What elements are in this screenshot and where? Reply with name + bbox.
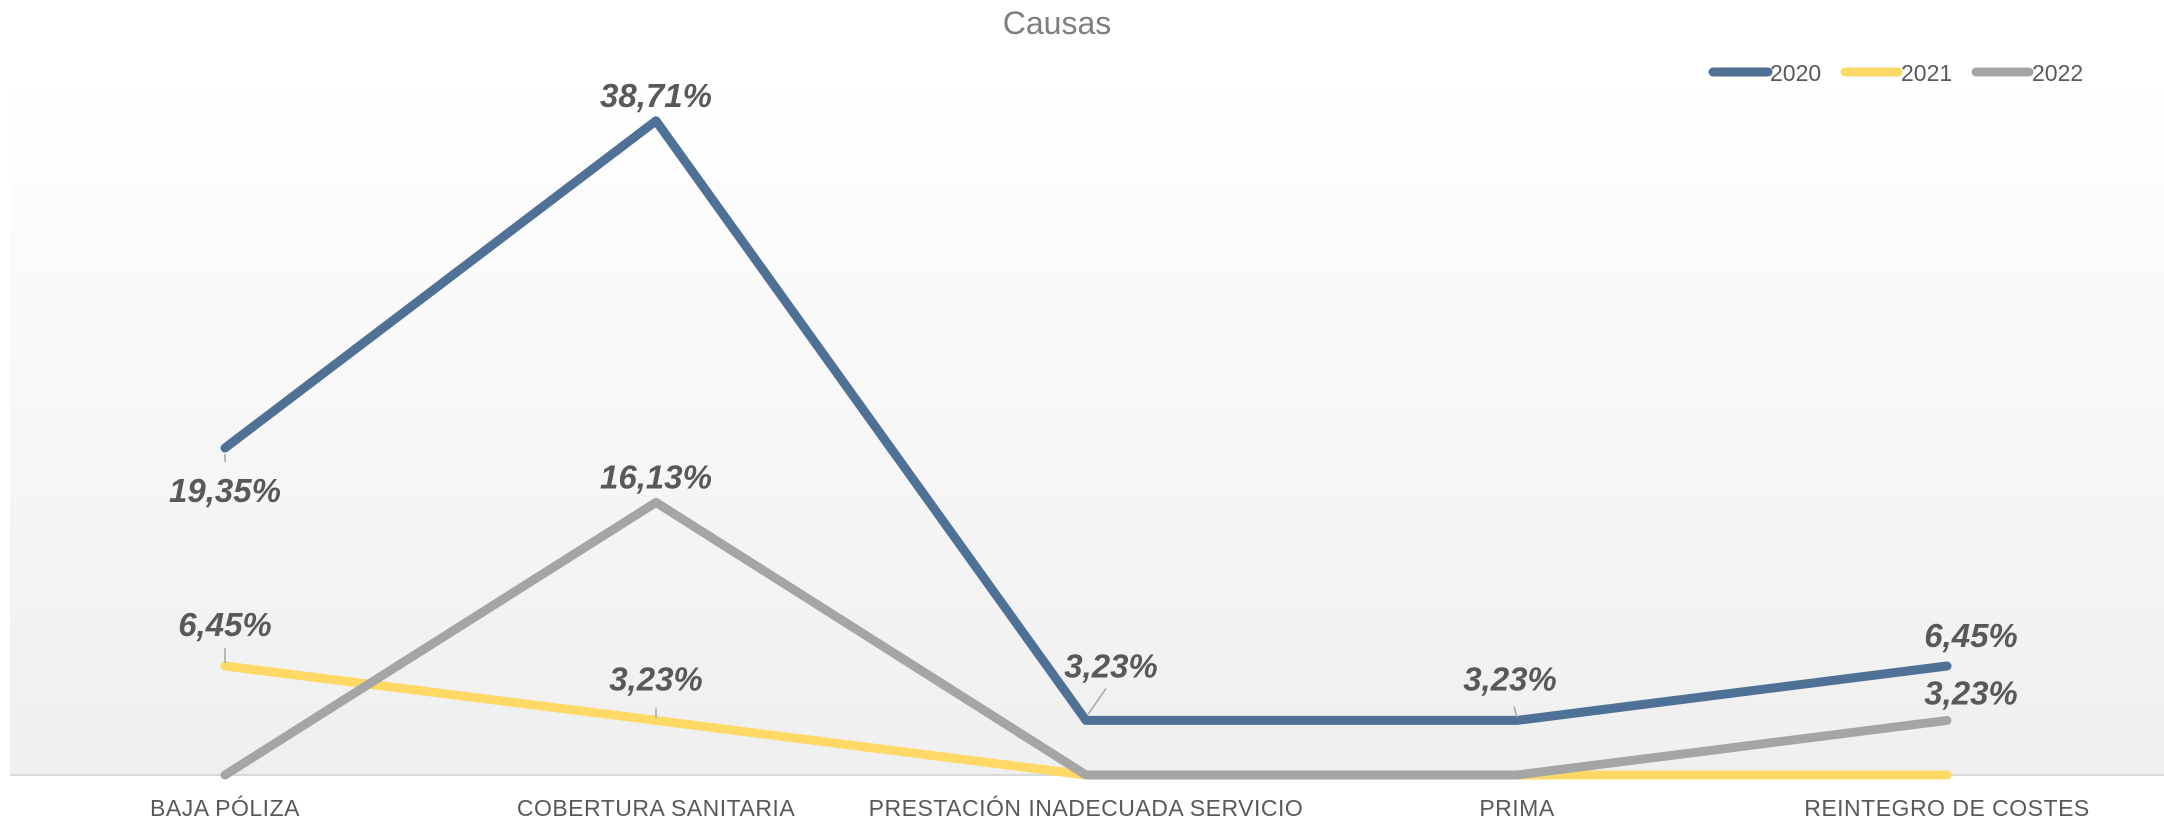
leader-layer: [224, 453, 1518, 719]
data-label-2020-baja-poliza: 19,35%: [169, 472, 281, 509]
legend-item-2020: 2020: [1708, 60, 1821, 86]
category-label-cobertura-sanitaria: COBERTURA SANITARIA: [517, 795, 795, 821]
leader-line-2020-prestacion-inadecuada-servicio: [1087, 687, 1107, 715]
chart-title: Causas: [1003, 5, 1112, 41]
legend-label-2020: 2020: [1770, 60, 1821, 86]
legend-item-2021: 2021: [1840, 60, 1952, 86]
label-layer: 19,35% 38,71% 3,23% 3,23% 6,45% 6,45% 3,23% 16,…: [169, 77, 2018, 712]
legend-item-2022: 2022: [1971, 60, 2083, 86]
category-label-prestacion-inadecuada-servicio: PRESTACIÓN INADECUADA SERVICIO: [869, 795, 1304, 821]
category-label-baja-poliza: BAJA PÓLIZA: [150, 795, 300, 821]
legend-label-2021: 2021: [1901, 60, 1952, 86]
category-axis: BAJA PÓLIZA COBERTURA SANITARIA PRESTACIÓN…: [150, 795, 2090, 821]
legend: 2020 2021 2022: [1708, 60, 2083, 86]
data-label-2021-cobertura-sanitaria: 3,23%: [609, 660, 703, 697]
plot-area: [10, 78, 2164, 775]
data-label-2022-cobertura-sanitaria: 16,13%: [600, 458, 712, 495]
data-label-2022-reintegro-de-costes: 3,23%: [1924, 674, 2018, 711]
data-label-2020-cobertura-sanitaria: 38,71%: [600, 77, 712, 114]
data-label-2021-baja-poliza: 6,45%: [178, 606, 272, 643]
category-label-prima: PRIMA: [1479, 795, 1555, 821]
leader-line-2020-prima: [1513, 706, 1518, 718]
category-label-reintegro-de-costes: REINTEGRO DE COSTES: [1804, 795, 2090, 821]
data-label-2020-prestacion-inadecuada-servicio: 3,23%: [1064, 647, 1158, 684]
data-label-2020-reintegro-de-costes: 6,45%: [1924, 617, 2018, 654]
data-label-2020-prima: 3,23%: [1463, 660, 1557, 697]
series-layer: [220, 116, 1952, 780]
legend-label-2022: 2022: [2032, 60, 2083, 86]
